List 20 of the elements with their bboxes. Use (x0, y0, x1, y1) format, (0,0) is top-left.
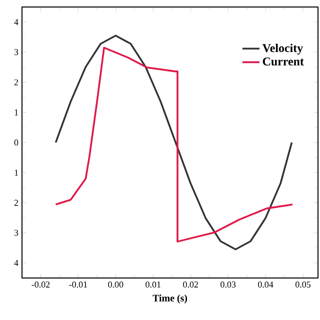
x-tick-label: 0.01 (146, 282, 160, 288)
x-tick-label: 0.03 (220, 282, 236, 288)
y-tick-label: 1 (14, 170, 18, 176)
x-tick-label: 0.02 (183, 282, 198, 288)
x-tick-label: 0.00 (108, 282, 124, 288)
y-tick-label: 1 (14, 109, 18, 116)
y-tick-label: 4 (14, 260, 18, 266)
y-tick-label: 0 (14, 139, 18, 146)
x-tick-label: -0.01 (69, 282, 88, 288)
x-tick-label: -0.02 (32, 282, 50, 288)
x-tick-label: 0.05 (296, 282, 311, 288)
y-tick-label: 3 (14, 230, 18, 236)
x-axis-title: Time (s) (152, 294, 188, 304)
x-tick-label: 0.04 (258, 282, 274, 288)
legend-label: Velocity (262, 44, 303, 55)
y-tick-label: 3 (14, 49, 18, 56)
y-tick-label: 2 (14, 200, 18, 206)
legend-label: Current (262, 57, 304, 66)
y-tick-label: 2 (14, 79, 18, 86)
y-tick-label: 4 (14, 19, 18, 26)
